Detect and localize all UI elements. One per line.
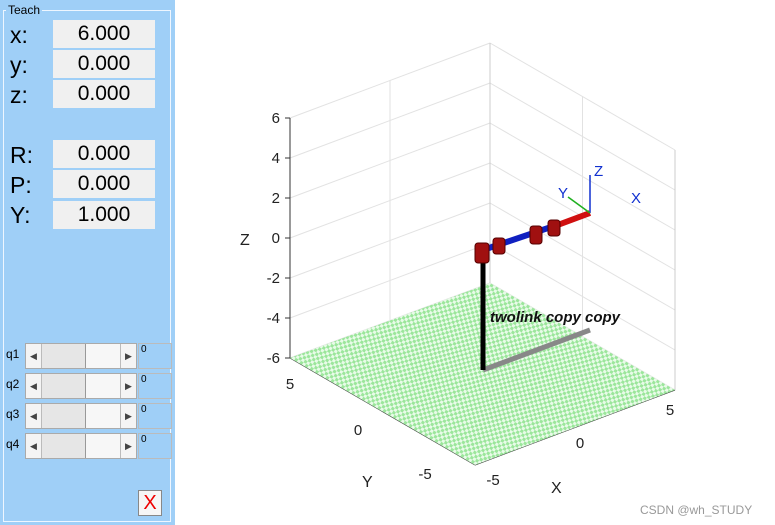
axes: 6 4 2 0 -2 -4 -6 5 0 -5 -5 0 5: [267, 42, 676, 489]
coord-value: 0.000: [53, 50, 155, 78]
frame-label: Z: [594, 163, 603, 180]
y-tick-label: 5: [286, 376, 294, 393]
joint-label: q3: [6, 407, 20, 421]
orient-label: P:: [10, 172, 32, 198]
floor: [290, 283, 675, 465]
z-tick-label: -6: [267, 350, 280, 367]
frame-label: X: [631, 190, 641, 207]
slider-left[interactable]: ◀: [26, 374, 42, 398]
z-tick-label: -4: [267, 310, 280, 327]
z-axis-label: Z: [240, 232, 250, 249]
slider-thumb[interactable]: [85, 374, 125, 398]
x-axis-label: X: [551, 480, 562, 497]
coord-label: y:: [10, 52, 28, 78]
joint-value[interactable]: 0: [138, 373, 172, 399]
teach-panel: Teach x: 6.000 y: 0.000 z: 0.000 R: 0.00…: [0, 0, 175, 525]
coord-value: 6.000: [53, 20, 155, 48]
slider-right[interactable]: ▶: [120, 344, 136, 368]
joint-value[interactable]: 0: [138, 343, 172, 369]
joints: [474, 219, 561, 264]
slider-right[interactable]: ▶: [120, 434, 136, 458]
joint-value[interactable]: 0: [138, 403, 172, 429]
robot-name: twolink copy copy: [490, 309, 621, 326]
slider-right[interactable]: ▶: [120, 404, 136, 428]
z-tick-label: 0: [272, 230, 280, 247]
watermark: CSDN @wh_STUDY: [640, 503, 752, 517]
x-tick-label: -5: [486, 472, 499, 489]
joint-label: q2: [6, 377, 20, 391]
group-box: [3, 10, 171, 522]
orient-value: 1.000: [53, 201, 155, 229]
joint-slider[interactable]: ◀ ▶: [25, 343, 137, 369]
y-tick-label: -5: [418, 466, 431, 483]
slider-left[interactable]: ◀: [26, 344, 42, 368]
joint-slider[interactable]: ◀ ▶: [25, 373, 137, 399]
joint-label: q4: [6, 437, 20, 451]
robot-tool: [553, 210, 592, 229]
y-axis-label: Y: [362, 474, 373, 491]
joint-slider[interactable]: ◀ ▶: [25, 403, 137, 429]
joint-slider[interactable]: ◀ ▶: [25, 433, 137, 459]
z-tick-label: -2: [267, 270, 280, 287]
joint-value[interactable]: 0: [138, 433, 172, 459]
slider-right[interactable]: ▶: [120, 374, 136, 398]
z-tick-label: 6: [272, 110, 280, 127]
orient-value: 0.000: [53, 140, 155, 168]
close-button[interactable]: X: [138, 490, 162, 516]
z-tick-label: 4: [272, 150, 280, 167]
z-tick-label: 2: [272, 190, 280, 207]
slider-thumb[interactable]: [85, 434, 125, 458]
x-tick-label: 0: [576, 435, 584, 452]
orient-label: R:: [10, 142, 33, 168]
y-tick-label: 0: [354, 422, 362, 439]
orient-value: 0.000: [53, 170, 155, 198]
coord-label: z:: [10, 82, 28, 108]
slider-thumb[interactable]: [85, 404, 125, 428]
panel-title: Teach: [6, 3, 43, 17]
frame-label: Y: [558, 185, 568, 202]
slider-left[interactable]: ◀: [26, 404, 42, 428]
slider-thumb[interactable]: [85, 344, 125, 368]
joint-label: q1: [6, 347, 20, 361]
coord-label: x:: [10, 22, 28, 48]
x-tick-label: 5: [666, 402, 674, 419]
coord-value: 0.000: [53, 80, 155, 108]
robot-shadow: [482, 327, 591, 373]
frame-y: [567, 196, 591, 214]
orient-label: Y:: [10, 202, 31, 228]
slider-left[interactable]: ◀: [26, 434, 42, 458]
